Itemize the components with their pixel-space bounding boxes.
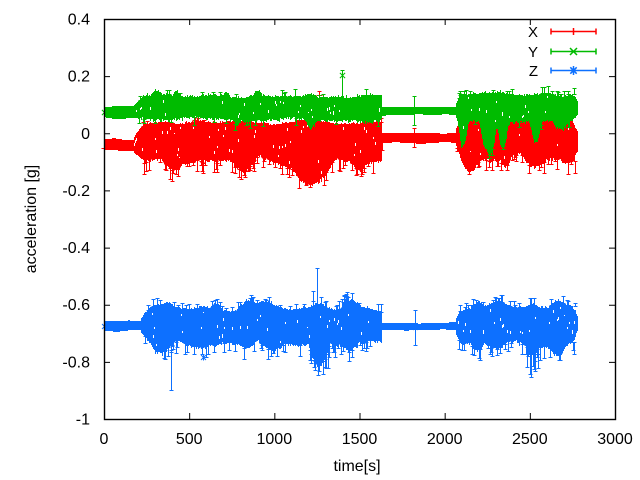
svg-text:-0.2: -0.2 [62, 183, 90, 200]
svg-text:-1: -1 [76, 412, 90, 429]
svg-text:2500: 2500 [512, 431, 548, 448]
svg-text:Z: Z [529, 63, 538, 80]
svg-text:0.4: 0.4 [68, 12, 90, 29]
svg-text:acceleration [g]: acceleration [g] [23, 165, 40, 274]
svg-text:-0.6: -0.6 [62, 297, 90, 314]
svg-text:500: 500 [176, 431, 203, 448]
svg-text:2000: 2000 [427, 431, 463, 448]
svg-text:1000: 1000 [257, 431, 293, 448]
svg-text:0: 0 [81, 126, 90, 143]
svg-text:1500: 1500 [342, 431, 378, 448]
svg-text:time[s]: time[s] [333, 458, 380, 475]
svg-text:3000: 3000 [597, 431, 633, 448]
svg-text:Y: Y [528, 44, 538, 61]
svg-text:0.2: 0.2 [68, 69, 90, 86]
svg-text:0: 0 [100, 431, 109, 448]
svg-text:-0.8: -0.8 [62, 354, 90, 371]
svg-text:X: X [528, 24, 538, 41]
svg-text:-0.4: -0.4 [62, 240, 90, 257]
